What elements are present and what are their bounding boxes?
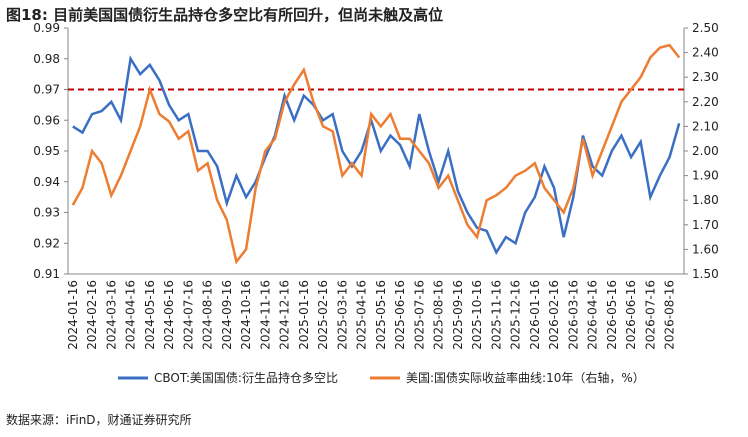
- y-tick-label: 0.93: [33, 206, 60, 220]
- y2-tick-label: 2.10: [692, 119, 719, 133]
- y-tick-label: 0.94: [33, 175, 60, 189]
- legend-label: CBOT:美国国债:衍生品持仓多空比: [154, 370, 338, 385]
- x-tick-label: 2024-05-16: [143, 280, 157, 350]
- x-tick-label: 2026-05-16: [605, 280, 619, 350]
- x-tick-label: 2025-02-16: [316, 280, 330, 350]
- x-tick-label: 2026-07-16: [643, 280, 657, 350]
- y-tick-label: 0.96: [33, 113, 60, 127]
- y2-tick-label: 1.70: [692, 218, 719, 232]
- y2-tick-label: 2.50: [692, 21, 719, 35]
- y2-tick-label: 1.60: [692, 242, 719, 256]
- y-tick-label: 0.95: [33, 144, 60, 158]
- y-tick-label: 0.92: [33, 236, 60, 250]
- x-tick-label: 2024-10-16: [239, 280, 253, 350]
- y2-tick-label: 1.50: [692, 267, 719, 281]
- x-tick-label: 2024-07-16: [181, 280, 195, 350]
- x-tick-label: 2025-10-16: [470, 280, 484, 350]
- x-tick-label: 2025-06-16: [393, 280, 407, 350]
- x-tick-label: 2026-06-16: [624, 280, 638, 350]
- x-tick-label: 2025-09-16: [451, 280, 465, 350]
- y2-tick-label: 2.00: [692, 144, 719, 158]
- x-tick-label: 2026-01-16: [528, 280, 542, 350]
- x-tick-label: 2026-02-16: [547, 280, 561, 350]
- x-tick-label: 2024-04-16: [124, 280, 138, 350]
- x-tick-label: 2026-03-16: [566, 280, 580, 350]
- y2-tick-label: 2.40: [692, 46, 719, 60]
- x-tick-label: 2026-08-16: [663, 280, 677, 350]
- legend-label: 美国:国债实际收益率曲线:10年（右轴，%）: [406, 370, 645, 385]
- x-tick-label: 2024-03-16: [104, 280, 118, 350]
- y2-tick-label: 2.30: [692, 70, 719, 84]
- chart-title: 图18: 目前美国国债衍生品持仓多空比有所回升，但尚未触及高位: [6, 6, 443, 24]
- x-tick-label: 2025-04-16: [355, 280, 369, 350]
- x-tick-label: 2025-07-16: [412, 280, 426, 350]
- x-tick-label: 2025-01-16: [297, 280, 311, 350]
- x-tick-label: 2024-11-16: [258, 280, 272, 350]
- x-tick-label: 2025-08-16: [432, 280, 446, 350]
- x-tick-label: 2024-08-16: [201, 280, 215, 350]
- source: 数据来源：iFinD，财通证券研究所: [6, 412, 192, 427]
- x-tick-label: 2025-05-16: [374, 280, 388, 350]
- x-tick-label: 2024-01-16: [66, 280, 80, 350]
- x-tick-label: 2024-12-16: [278, 280, 292, 350]
- x-tick-label: 2024-02-16: [85, 280, 99, 350]
- y-tick-label: 0.98: [33, 52, 60, 66]
- x-tick-label: 2026-04-16: [586, 280, 600, 350]
- x-tick-label: 2025-11-16: [489, 280, 503, 350]
- y-tick-label: 0.97: [33, 83, 60, 97]
- x-tick-label: 2025-12-16: [509, 280, 523, 350]
- y2-tick-label: 1.90: [692, 169, 719, 183]
- x-tick-label: 2024-09-16: [220, 280, 234, 350]
- y-tick-label: 0.91: [33, 267, 60, 281]
- x-tick-label: 2024-06-16: [162, 280, 176, 350]
- y-tick-label: 0.99: [33, 21, 60, 35]
- x-tick-label: 2025-03-16: [335, 280, 349, 350]
- series-line: [71, 43, 681, 265]
- y2-tick-label: 1.80: [692, 193, 719, 207]
- y2-tick-label: 2.20: [692, 95, 719, 109]
